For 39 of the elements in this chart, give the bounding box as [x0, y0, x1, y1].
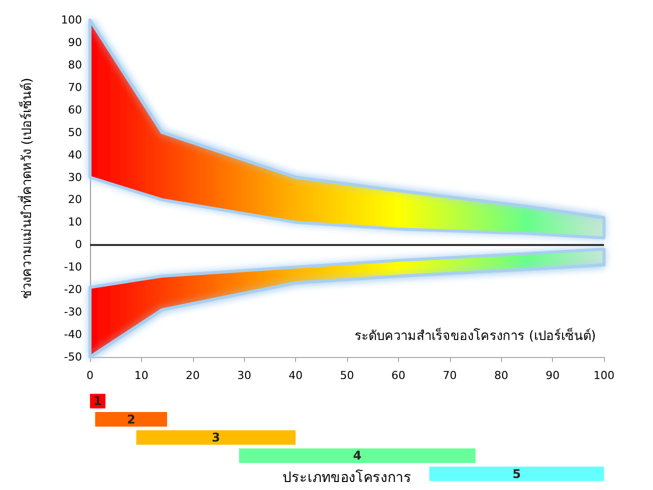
x-tick-label: 60: [391, 369, 406, 382]
x-tick-label: 50: [340, 369, 354, 382]
bar: [95, 412, 168, 427]
bar: [239, 448, 476, 463]
y-tick-label: 50: [68, 126, 82, 139]
y-axis-title: ช่วงความแม่นยำที่คาดหวัง (เปอร์เซ็นต์): [17, 78, 35, 300]
y-tick-label: -20: [64, 283, 82, 296]
x-tick-label: 20: [186, 369, 200, 382]
y-tick-label: 70: [68, 80, 82, 94]
y-tick-label: 20: [68, 193, 82, 206]
x-tick-label: 10: [134, 369, 148, 382]
y-tick-label: -30: [64, 306, 82, 319]
x-tick-label: 0: [86, 369, 94, 382]
y-tick-label: 30: [68, 170, 82, 184]
y-tick-label: -50: [64, 350, 82, 364]
x-tick-label: 70: [442, 369, 457, 382]
y-tick-label: 80: [68, 58, 82, 72]
y-tick-label: 90: [68, 36, 82, 49]
y-tick-label: 40: [68, 148, 82, 162]
y-tick-label: -40: [64, 328, 82, 342]
x-tick-label: 90: [546, 369, 560, 382]
x-tick-label: 80: [494, 369, 508, 382]
x-tick-label: 30: [237, 369, 252, 382]
y-tick-label: 3: [212, 430, 220, 444]
x-tick-label: 40: [288, 369, 303, 382]
y-tick-label: 10: [68, 216, 82, 229]
y-tick-label: 0: [75, 238, 82, 252]
y-tick-label: 60: [68, 103, 82, 116]
y-tick-label: 4: [353, 448, 362, 463]
y-tick-label: 100: [61, 14, 82, 26]
y-tick-label: 5: [512, 466, 521, 481]
x-axis-title: ประเภทของโครงการ: [282, 469, 412, 486]
x-axis-title: ระดับความสำเร็จของโครงการ (เปอร์เซ็นต์): [354, 326, 596, 344]
bar: [429, 466, 604, 482]
y-tick-label: 1: [94, 394, 102, 408]
bar: [136, 430, 296, 445]
x-tick-label: 100: [594, 369, 614, 382]
y-tick-label: 2: [126, 412, 136, 426]
y-tick-label: -10: [64, 260, 82, 274]
